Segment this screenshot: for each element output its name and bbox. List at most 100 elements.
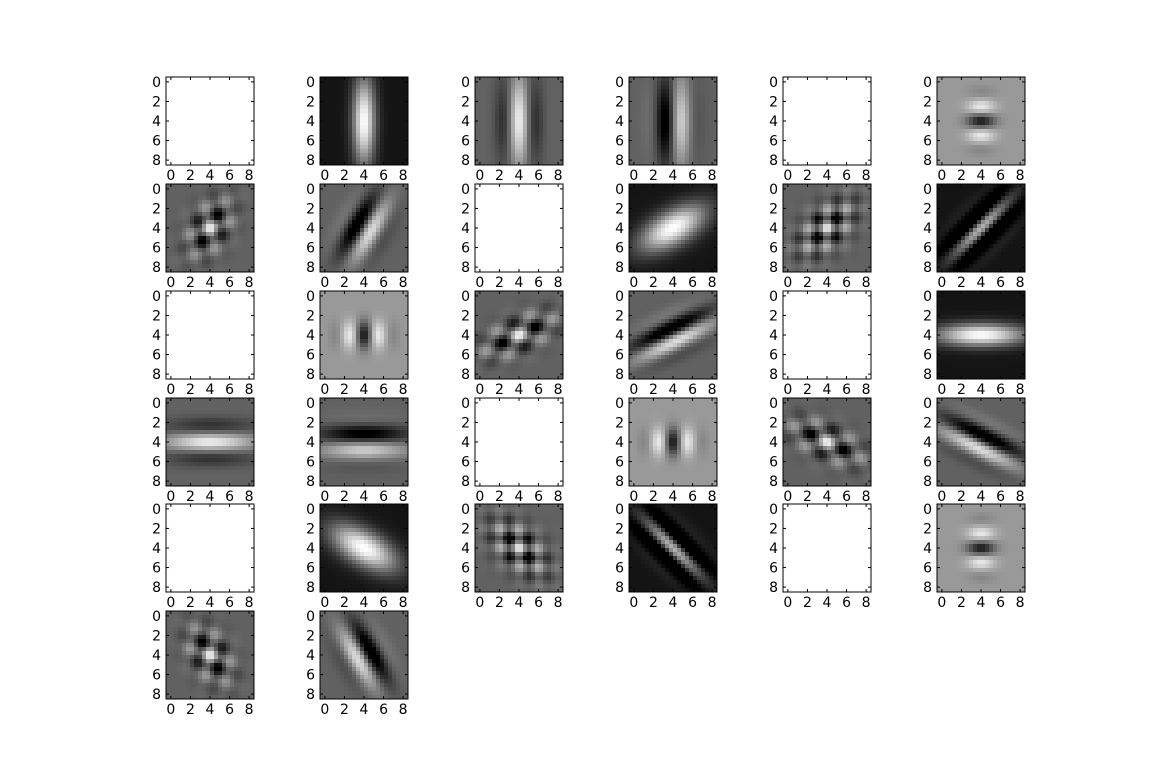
x-tick-label: 2 [340,702,349,718]
y-tick-label: 2 [152,201,161,217]
x-tick-label: 8 [245,595,254,611]
y-tick-label: 4 [615,541,624,557]
x-tick-label: 6 [225,595,234,611]
x-tick-label: 6 [225,702,234,718]
heatmap-image [320,398,408,486]
x-tick-label: 0 [320,702,329,718]
y-tick-label: 6 [615,241,624,257]
y-tick-label: 8 [152,367,161,383]
y-tick-label: 4 [152,221,161,237]
y-tick-label: 6 [461,348,470,364]
x-tick-label: 8 [554,382,563,398]
y-tick-label: 0 [461,75,470,91]
x-tick-label: 8 [245,168,254,184]
y-tick-label: 8 [306,580,315,596]
x-tick-label: 6 [534,275,543,291]
y-tick-label: 6 [769,455,778,471]
x-tick-label: 2 [649,595,658,611]
heatmap-image [475,184,563,272]
x-tick-label: 0 [320,168,329,184]
x-tick-label: 0 [783,275,792,291]
x-tick-label: 4 [360,275,369,291]
y-tick-label: 8 [461,153,470,169]
x-tick-label: 4 [823,489,832,505]
y-tick-label: 6 [306,241,315,257]
x-tick-label: 4 [360,702,369,718]
x-tick-label: 6 [688,275,697,291]
heatmap-image [320,184,408,272]
x-tick-label: 6 [688,168,697,184]
y-tick-label: 4 [306,435,315,451]
x-tick-label: 0 [937,595,946,611]
y-tick-label: 2 [923,521,932,537]
y-tick-label: 8 [769,367,778,383]
x-tick-label: 6 [996,382,1005,398]
y-tick-label: 2 [152,94,161,110]
y-tick-label: 0 [769,502,778,518]
x-tick-label: 8 [708,168,717,184]
x-tick-label: 2 [957,382,966,398]
x-tick-label: 4 [515,382,524,398]
y-tick-label: 6 [923,348,932,364]
y-tick-label: 0 [152,182,161,198]
y-tick-label: 2 [461,308,470,324]
x-tick-label: 8 [862,382,871,398]
y-tick-label: 0 [923,396,932,412]
x-tick-label: 0 [937,168,946,184]
x-tick-label: 8 [708,275,717,291]
x-tick-label: 8 [1016,275,1025,291]
heatmap-image [629,77,717,165]
y-tick-label: 8 [306,474,315,490]
x-tick-label: 6 [534,489,543,505]
y-tick-label: 4 [152,541,161,557]
y-tick-label: 0 [769,75,778,91]
x-tick-label: 2 [495,595,504,611]
y-tick-label: 2 [923,94,932,110]
y-tick-label: 2 [615,201,624,217]
y-tick-label: 4 [923,435,932,451]
x-tick-label: 8 [1016,595,1025,611]
y-tick-label: 6 [923,561,932,577]
x-tick-label: 8 [862,168,871,184]
x-tick-label: 8 [399,702,408,718]
y-tick-label: 8 [769,580,778,596]
y-tick-label: 2 [769,415,778,431]
y-tick-label: 2 [152,308,161,324]
x-tick-label: 4 [515,275,524,291]
y-tick-label: 4 [769,541,778,557]
x-tick-label: 2 [340,275,349,291]
y-tick-label: 8 [461,580,470,596]
x-tick-label: 2 [957,168,966,184]
x-tick-label: 0 [166,595,175,611]
y-tick-label: 2 [615,94,624,110]
y-tick-label: 2 [152,521,161,537]
heatmap-image [937,398,1025,486]
y-tick-label: 0 [461,396,470,412]
x-tick-label: 4 [360,168,369,184]
x-tick-label: 0 [475,489,484,505]
y-tick-label: 6 [923,455,932,471]
x-tick-label: 6 [225,275,234,291]
y-tick-label: 6 [461,134,470,150]
y-tick-label: 8 [769,153,778,169]
x-tick-label: 6 [379,489,388,505]
y-tick-label: 4 [769,328,778,344]
x-tick-label: 0 [937,489,946,505]
x-tick-label: 0 [629,168,638,184]
y-tick-label: 2 [306,415,315,431]
x-tick-label: 6 [379,595,388,611]
y-tick-label: 4 [615,221,624,237]
y-tick-label: 6 [152,455,161,471]
y-tick-label: 4 [615,114,624,130]
